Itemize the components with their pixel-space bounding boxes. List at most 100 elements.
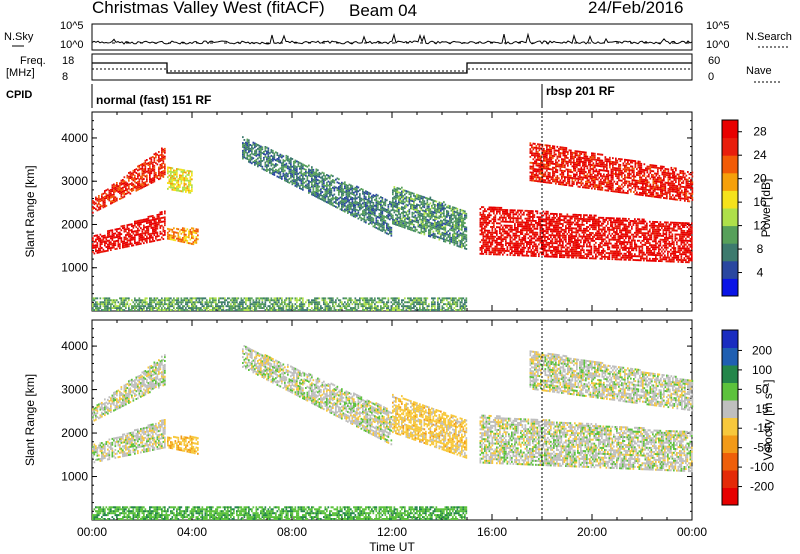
echo-cell (161, 172, 163, 175)
echo-cell (444, 231, 447, 233)
echo-cell (575, 231, 578, 234)
panel-0-echo-region-2 (167, 227, 199, 246)
echo-cell (578, 235, 581, 238)
echo-cell (420, 228, 423, 231)
echo-cell (360, 213, 363, 216)
echo-cell (96, 205, 99, 208)
echo-cell (431, 204, 433, 207)
echo-cell (98, 251, 100, 254)
echo-cell (254, 144, 256, 147)
echo-cell (170, 172, 172, 175)
echo-cell (296, 181, 298, 184)
echo-cell (375, 193, 378, 196)
echo-cell (413, 192, 415, 195)
echo-cell (619, 241, 621, 243)
echo-cell (482, 237, 485, 240)
echo-cell (461, 226, 463, 229)
echo-cell (194, 239, 196, 242)
echo-cell (530, 227, 533, 230)
echo-cell (557, 228, 560, 231)
echo-cell (143, 164, 145, 167)
echo-cell (375, 195, 378, 198)
echo-cell (144, 171, 147, 174)
echo-cell (587, 255, 590, 258)
echo-cell (399, 223, 402, 226)
echo-cell (180, 180, 183, 183)
echo-cell (532, 218, 534, 220)
echo-cell (494, 230, 497, 232)
echo-cell (450, 219, 453, 222)
echo-cell (572, 231, 575, 234)
echo-cell (182, 173, 184, 175)
echo-cell (428, 215, 430, 218)
echo-cell (641, 257, 644, 260)
echo-cell (592, 232, 594, 234)
echo-cell (342, 202, 345, 204)
echo-cell (371, 205, 373, 207)
echo-cell (383, 207, 385, 210)
echo-cell (267, 151, 270, 154)
echo-cell (378, 197, 381, 200)
echo-cell (290, 157, 292, 160)
echo-cell (296, 183, 298, 186)
echo-cell (354, 194, 357, 197)
echo-cell (545, 210, 548, 213)
echo-cell (496, 237, 498, 240)
echo-cell (95, 246, 97, 249)
echo-cell (575, 213, 578, 216)
echo-cell (506, 209, 509, 211)
echo-cell (300, 182, 303, 185)
echo-cell (348, 187, 351, 190)
echo-cell (359, 198, 361, 201)
echo-cell (557, 224, 560, 227)
echo-cell (410, 219, 412, 221)
echo-cell (108, 199, 111, 202)
echo-cell (174, 239, 177, 242)
echo-cell (625, 252, 627, 255)
echo-cell (560, 240, 563, 243)
echo-cell (658, 260, 660, 262)
echo-cell (539, 247, 542, 250)
echo-cell (344, 208, 346, 211)
echo-cell (354, 186, 357, 189)
echo-cell (290, 163, 292, 165)
echo-cell (484, 227, 486, 230)
echo-cell (360, 197, 363, 200)
echo-cell (641, 247, 644, 250)
echo-cell (276, 152, 279, 155)
echo-cell (499, 210, 501, 213)
echo-cell (538, 222, 540, 224)
echo-cell (619, 242, 621, 245)
echo-cell (563, 238, 566, 241)
echo-cell (150, 236, 153, 239)
echo-cell (147, 231, 150, 234)
echo-cell (578, 227, 581, 230)
echo-cell (619, 229, 621, 232)
echo-cell (458, 233, 460, 236)
echo-cell (417, 219, 420, 222)
echo-cell (147, 217, 150, 220)
echo-cell (380, 223, 382, 226)
echo-cell (383, 217, 385, 220)
echo-cell (604, 234, 606, 237)
echo-cell (532, 231, 534, 234)
echo-cell (517, 252, 519, 255)
echo-cell (392, 214, 394, 217)
echo-cell (455, 219, 457, 221)
echo-cell (371, 197, 373, 200)
echo-cell (583, 229, 585, 232)
echo-cell (114, 186, 117, 189)
echo-cell (398, 211, 400, 213)
echo-cell (152, 230, 154, 233)
echo-cell (263, 156, 265, 159)
echo-cell (333, 185, 336, 188)
echo-cell (458, 216, 460, 219)
echo-cell (577, 225, 579, 228)
echo-cell (191, 237, 193, 239)
echo-cell (664, 244, 666, 247)
echo-cell (568, 250, 570, 253)
echo-cell (129, 235, 132, 238)
echo-cell (356, 197, 358, 200)
echo-cell (404, 220, 406, 223)
echo-cell (456, 242, 459, 245)
